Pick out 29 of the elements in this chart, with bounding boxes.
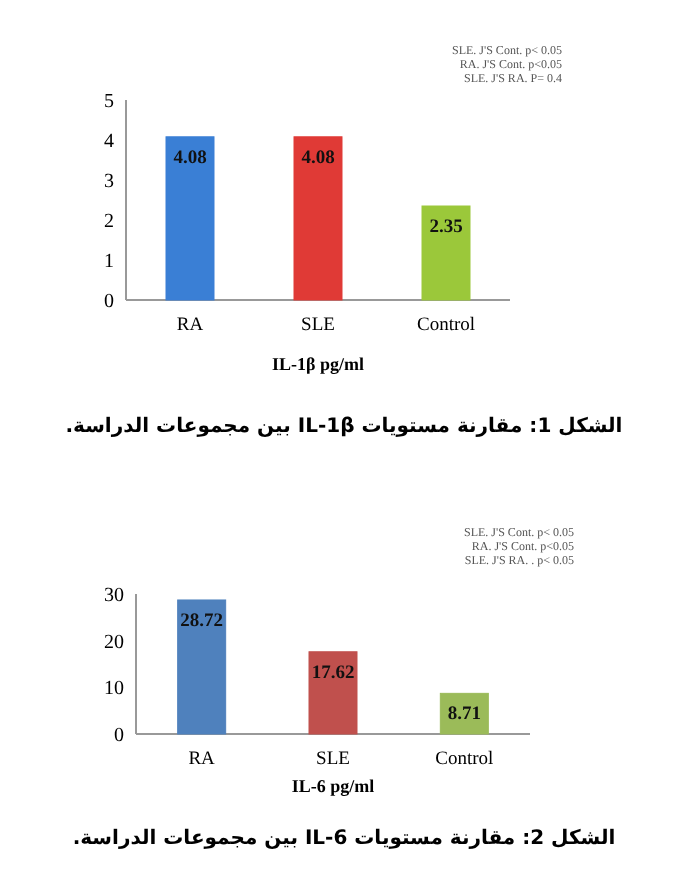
x-axis-title: IL-6 pg/ml — [291, 776, 376, 796]
data-label: 2.35 — [429, 218, 464, 238]
data-label: 4.08 — [173, 148, 208, 169]
y-tick-label: 10 — [104, 678, 124, 701]
x-tick-label: Control — [416, 316, 476, 336]
x-axis-title: IL-1β pg/ml — [272, 354, 365, 374]
x-tick-label: Control — [435, 750, 495, 770]
y-tick-label: 1 — [104, 251, 114, 273]
x-tick-label: SLE — [316, 750, 351, 770]
data-label: 4.08 — [301, 148, 336, 169]
y-tick-label: 20 — [104, 631, 124, 654]
bar — [308, 651, 358, 735]
y-tick-label: 3 — [104, 171, 114, 193]
x-tick-label: SLE — [301, 316, 336, 336]
y-tick-label: 4 — [104, 131, 114, 153]
y-tick-label: 5 — [104, 91, 114, 113]
data-label: 8.71 — [447, 705, 482, 726]
y-tick-label: 0 — [104, 291, 114, 313]
y-tick-label: 30 — [104, 585, 124, 607]
y-tick-label: 0 — [114, 725, 124, 747]
text: الشكل 2: مقارنة مستويات IL-6 بين مجموعات الدراسة. — [72, 828, 616, 850]
bar — [177, 599, 227, 735]
bar — [439, 692, 489, 735]
text: الشكل 1: مقارنة مستويات IL-1β بين مجموعات الدراسة. — [65, 416, 623, 438]
data-label: 17.62 — [311, 663, 355, 684]
y-tick-label: 2 — [104, 211, 114, 233]
x-tick-label: RA — [176, 316, 204, 336]
data-label: 28.72 — [180, 611, 224, 632]
x-tick-label: RA — [188, 750, 216, 770]
